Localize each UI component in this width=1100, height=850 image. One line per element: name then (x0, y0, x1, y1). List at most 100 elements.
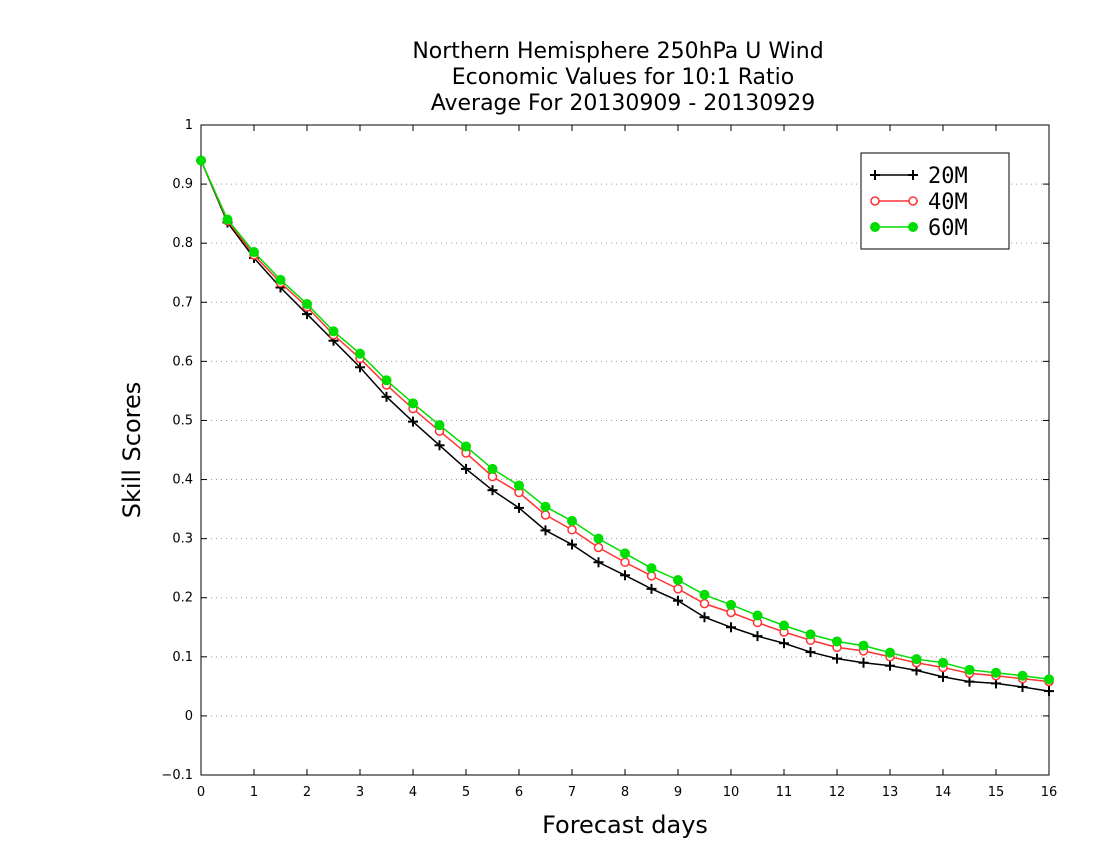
data-point-60M (434, 420, 445, 431)
legend-entry-20M: 20M (870, 164, 968, 189)
data-point-60M (540, 501, 551, 512)
series-60M (196, 155, 1054, 685)
data-point-20M (779, 638, 789, 649)
x-tick-label: 10 (723, 785, 740, 800)
x-tick-label: 15 (988, 785, 1005, 800)
data-point-20M (487, 485, 498, 496)
data-point-60M (858, 640, 869, 651)
data-point-60M (1044, 674, 1054, 685)
data-point-20M (434, 440, 445, 451)
data-point-20M (699, 612, 710, 623)
data-point-20M (355, 362, 365, 373)
data-point-60M (381, 375, 392, 386)
legend-label: 20M (928, 164, 968, 189)
data-point-60M (302, 299, 312, 310)
data-point-60M (673, 575, 683, 585)
y-axis-label: Skill Scores (118, 382, 146, 519)
data-point-60M (699, 589, 710, 600)
data-point-20M (885, 660, 895, 671)
y-tick-label: 0.7 (172, 295, 193, 310)
data-point-20M (938, 671, 948, 682)
legend-marker (870, 196, 880, 206)
data-point-20M (1044, 686, 1054, 697)
x-tick-label: 6 (515, 785, 523, 800)
data-point-60M (752, 610, 763, 621)
data-point-20M (514, 502, 524, 513)
data-point-60M (620, 548, 630, 559)
x-axis-label: Forecast days (542, 811, 708, 839)
data-point-40M (567, 525, 577, 535)
y-tick-label: 0.8 (172, 236, 193, 251)
data-point-60M (461, 441, 471, 452)
y-tick-label: 0.6 (172, 354, 193, 369)
data-point-60M (328, 326, 339, 337)
data-point-20M (567, 539, 577, 550)
y-tick-label: 0 (185, 709, 193, 724)
x-tick-label: 1 (250, 785, 258, 800)
data-point-60M (355, 348, 365, 359)
data-point-20M (726, 622, 736, 633)
y-tick-label: 0.1 (172, 650, 193, 665)
data-point-60M (646, 563, 657, 574)
y-tick-label: 0.3 (172, 532, 193, 547)
gridlines (201, 183, 1049, 717)
data-point-20M (646, 583, 657, 594)
data-point-60M (964, 664, 975, 675)
x-axis: 0 1 2 3 4 5 6 7 8 9 10 11 12 13 14 15 16 (197, 125, 1057, 800)
data-point-60M (1017, 670, 1028, 681)
legend-label: 40M (928, 190, 968, 215)
data-point-60M (991, 667, 1001, 678)
y-tick-label: 0.2 (172, 591, 193, 606)
data-point-20M (408, 416, 418, 427)
x-tick-label: 5 (462, 785, 470, 800)
data-point-60M (779, 620, 789, 631)
y-axis: −0.1 0 0.1 0.2 0.3 0.4 0.5 0.6 0.7 0.8 0.9 1 (161, 118, 1049, 783)
data-point-40M (699, 598, 710, 609)
y-tick-label: −0.1 (161, 768, 193, 783)
series-layer (196, 155, 1054, 697)
data-point-20M (832, 653, 842, 664)
x-tick-label: 12 (829, 785, 846, 800)
data-point-60M (726, 599, 736, 610)
data-point-20M (620, 570, 630, 581)
y-tick-label: 0.9 (172, 177, 193, 192)
x-tick-label: 8 (621, 785, 629, 800)
data-point-60M (408, 398, 418, 409)
data-point-60M (911, 654, 922, 665)
data-point-20M (752, 631, 763, 642)
legend-entry-60M: 60M (870, 216, 968, 241)
data-point-20M (540, 525, 551, 536)
series-20M (196, 155, 1054, 697)
x-tick-label: 16 (1041, 785, 1058, 800)
data-point-60M (593, 533, 604, 544)
x-tick-label: 13 (882, 785, 899, 800)
data-point-60M (487, 463, 498, 474)
legend-marker (870, 222, 880, 232)
x-tick-label: 3 (356, 785, 364, 800)
data-point-40M (620, 557, 630, 568)
legend-marker (908, 170, 918, 180)
x-tick-label: 0 (197, 785, 205, 800)
data-point-60M (938, 657, 948, 668)
legend-marker (908, 196, 918, 206)
x-tick-label: 11 (776, 785, 793, 800)
data-point-60M (805, 629, 816, 640)
data-point-60M (832, 636, 842, 647)
data-point-40M (593, 542, 604, 553)
data-point-20M (461, 463, 471, 474)
legend-entry-40M: 40M (870, 190, 968, 215)
legend-marker (870, 170, 880, 180)
legend-label: 60M (928, 216, 968, 241)
x-tick-label: 14 (935, 785, 952, 800)
chart-title-line-1: Northern Hemisphere 250hPa U Wind (412, 39, 823, 64)
data-point-20M (673, 595, 683, 606)
x-tick-label: 7 (568, 785, 576, 800)
data-point-20M (858, 657, 869, 668)
x-tick-label: 9 (674, 785, 682, 800)
y-tick-label: 1 (185, 118, 193, 133)
data-point-20M (1017, 681, 1028, 692)
data-point-60M (885, 647, 895, 658)
data-point-20M (593, 557, 604, 568)
data-point-20M (381, 391, 392, 402)
